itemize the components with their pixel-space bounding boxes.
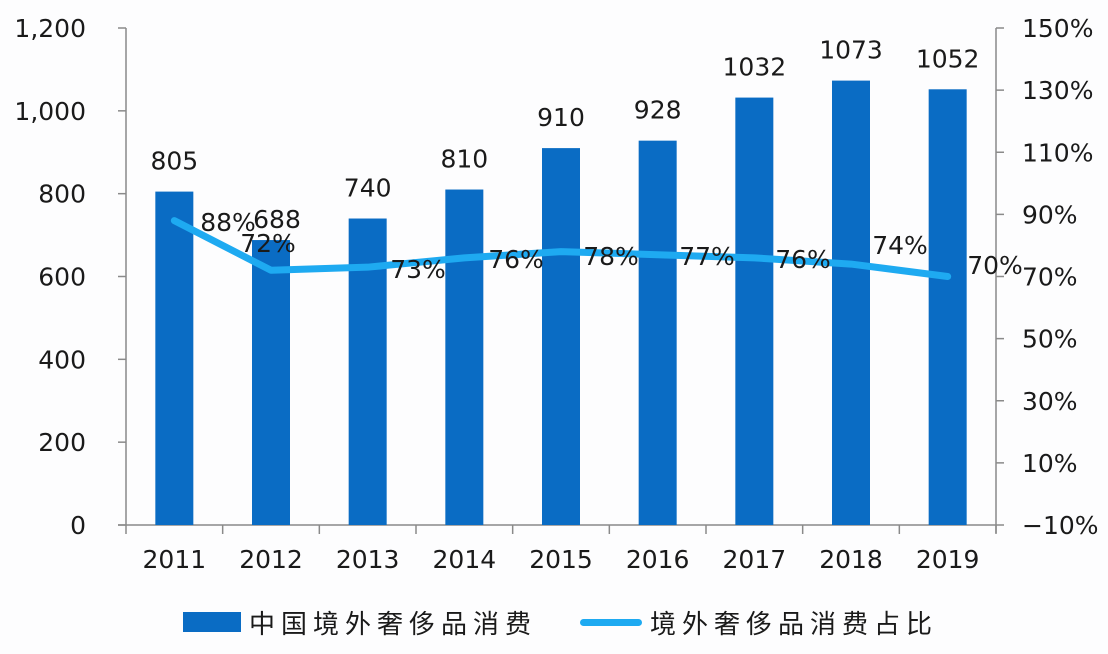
left-tick-label: 600	[38, 263, 86, 292]
right-y-axis: −10% 10% 30% 50% 70% 90% 110% 130% 150%	[995, 14, 1099, 540]
right-tick-label: 90%	[1022, 200, 1078, 229]
line-data-label: 72%	[240, 229, 296, 258]
x-tick-label: 2011	[143, 545, 207, 574]
right-tick-label: 150%	[1022, 14, 1093, 43]
x-tick-label: 2019	[916, 545, 980, 574]
ratio-line[interactable]	[170, 217, 952, 280]
legend: 中国境外奢侈品消费 境外奢侈品消费占比	[0, 600, 1108, 644]
line-data-label: 88%	[200, 208, 256, 237]
legend-item-line[interactable]: 境外奢侈品消费占比	[580, 600, 938, 644]
left-tick-label: 800	[38, 180, 86, 209]
bar-swatch-icon	[183, 612, 241, 632]
bar-data-label: 910	[537, 103, 585, 132]
left-y-axis: 0 200 400 600 800 1,000 1,200	[14, 14, 127, 540]
legend-item-bar[interactable]: 中国境外奢侈品消费	[183, 600, 537, 644]
right-tick-label: 10%	[1022, 449, 1078, 478]
bar-data-label: 805	[150, 147, 198, 176]
line-data-label: 70%	[967, 251, 1023, 280]
bar-data-label: 1052	[916, 44, 980, 73]
bar-data-label: 1073	[819, 36, 883, 65]
bar[interactable]	[832, 80, 870, 525]
line-data-label: 77%	[679, 242, 735, 271]
x-tick-label: 2017	[723, 545, 787, 574]
line-data-labels: 88%72% 73% 76% 78% 77% 76% 74% 70%	[200, 208, 1023, 284]
bar-data-label: 928	[634, 96, 682, 125]
combo-chart: 0 200 400 600 800 1,000 1,200 −10% 10% 30% 50% 70%…	[14, 14, 1099, 574]
right-tick-label: 110%	[1022, 138, 1093, 167]
line-data-label: 76%	[488, 245, 544, 274]
x-tick-label: 2014	[433, 545, 497, 574]
right-tick-label: 30%	[1022, 387, 1078, 416]
x-axis: 2011 2012 2013 2014 2015 2016 2017 2018 2019	[118, 524, 997, 574]
left-tick-label: 400	[38, 345, 86, 374]
line-series	[170, 217, 952, 280]
right-tick-label: 130%	[1022, 76, 1093, 105]
x-tick-label: 2013	[336, 545, 400, 574]
left-tick-label: 1,200	[14, 14, 86, 43]
line-data-label: 73%	[390, 255, 446, 284]
line-data-label: 74%	[872, 231, 928, 260]
right-tick-label: 70%	[1022, 263, 1078, 292]
x-tick-label: 2018	[819, 545, 883, 574]
bar-series	[155, 80, 967, 526]
left-tick-label: 0	[70, 511, 86, 540]
x-tick-label: 2015	[529, 545, 593, 574]
line-data-label: 76%	[775, 245, 831, 274]
bar-data-label: 810	[440, 145, 488, 174]
bar[interactable]	[445, 189, 484, 525]
left-tick-label: 1,000	[14, 97, 86, 126]
bar-data-label: 740	[344, 174, 392, 203]
legend-label: 境外奢侈品消费占比	[650, 609, 939, 640]
left-tick-label: 200	[38, 428, 86, 457]
bar[interactable]	[542, 148, 580, 525]
x-tick-label: 2016	[626, 545, 690, 574]
bar-data-labels: 805 688 740 810 910 928 1032 1073 1052	[150, 36, 979, 234]
bar-data-label: 688	[253, 205, 301, 234]
line-swatch-icon	[580, 618, 642, 626]
bar-data-label: 1032	[723, 53, 787, 82]
bar[interactable]	[928, 89, 967, 526]
right-tick-label: 50%	[1022, 325, 1078, 354]
bar[interactable]	[735, 97, 774, 525]
bar[interactable]	[252, 240, 290, 525]
bar[interactable]	[155, 191, 194, 526]
right-tick-label: −10%	[1022, 511, 1099, 540]
legend-label: 中国境外奢侈品消费	[249, 609, 538, 640]
x-tick-label: 2012	[239, 545, 303, 574]
line-data-label: 78%	[583, 242, 639, 271]
bar[interactable]	[638, 140, 677, 526]
